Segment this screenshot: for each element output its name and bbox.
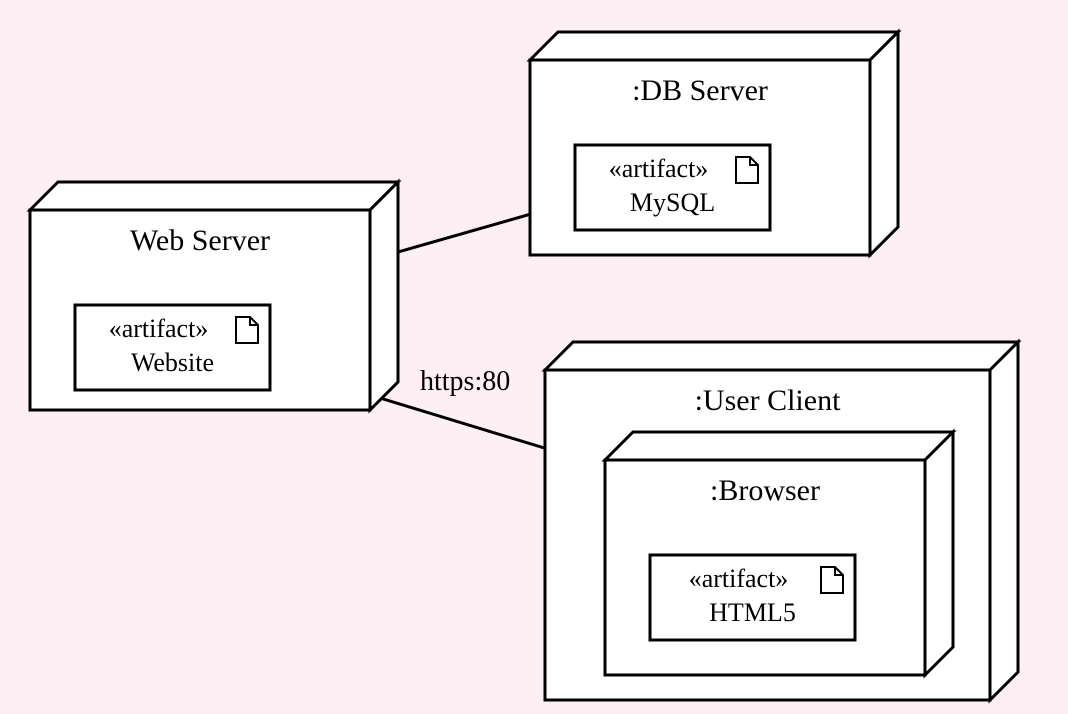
svg-text:«artifact»: «artifact» [609, 154, 709, 183]
svg-text:HTML5: HTML5 [709, 598, 796, 627]
document-icon [236, 317, 258, 343]
node-title-web-server: Web Server [130, 224, 270, 257]
deployment-diagram: https:80 Web Server «artifact» Website :DB S… [0, 0, 1068, 714]
artifact-mysql: «artifact» MySQL [575, 145, 770, 230]
artifact-website: «artifact» Website [75, 305, 270, 390]
svg-text:«artifact»: «artifact» [689, 564, 789, 593]
svg-text:Website: Website [131, 348, 214, 377]
document-icon [821, 567, 843, 593]
svg-text:MySQL: MySQL [630, 188, 715, 217]
document-icon [736, 157, 758, 183]
node-title-browser: :Browser [710, 474, 820, 507]
edge-label-web-server-user-client: https:80 [420, 366, 510, 397]
svg-text:«artifact»: «artifact» [109, 314, 209, 343]
node-title-user-client: :User Client [695, 384, 841, 417]
artifact-html5: «artifact» HTML5 [650, 555, 855, 640]
node-title-db-server: :DB Server [632, 74, 768, 107]
